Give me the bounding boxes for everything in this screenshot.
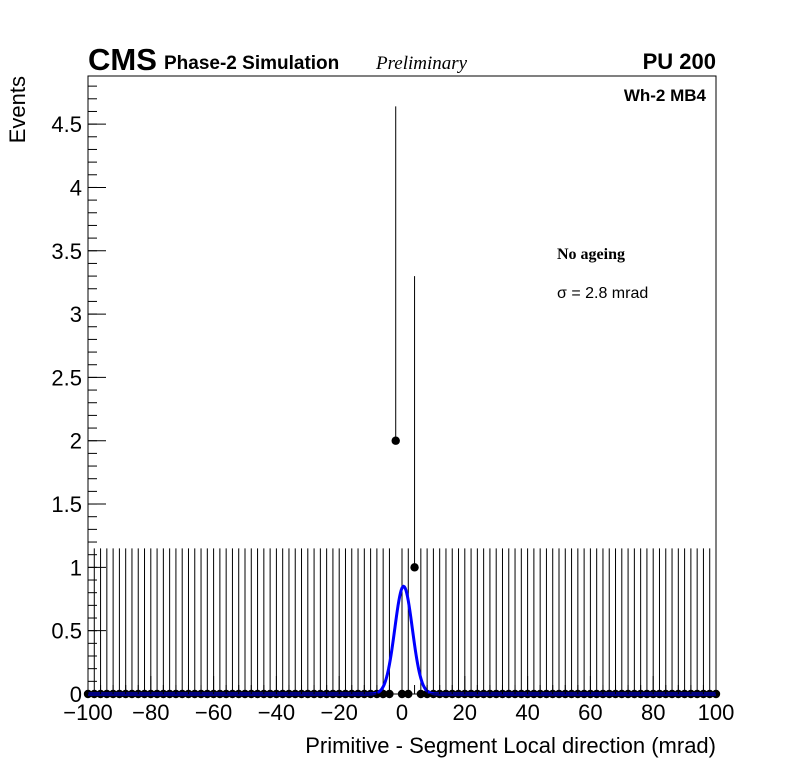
- x-tick-label: −40: [258, 700, 295, 725]
- y-tick-label: 2: [70, 429, 82, 454]
- x-tick-label: 60: [578, 700, 602, 725]
- x-tick-label: 20: [453, 700, 477, 725]
- y-tick-label: 3: [70, 302, 82, 327]
- y-tick-label: 4: [70, 175, 82, 200]
- x-tick-label: −20: [321, 700, 358, 725]
- x-axis-title: Primitive - Segment Local direction (mra…: [305, 733, 716, 758]
- y-axis-title: Events: [5, 76, 30, 143]
- data-point: [391, 436, 400, 445]
- preliminary-label: Preliminary: [375, 53, 468, 74]
- x-tick-label: 80: [641, 700, 665, 725]
- x-tick-label: 40: [515, 700, 539, 725]
- station-label: Wh-2 MB4: [624, 86, 707, 105]
- phase2-label: Phase-2 Simulation: [164, 53, 339, 74]
- x-tick-label: −100: [63, 700, 113, 725]
- x-tick-label: −60: [195, 700, 232, 725]
- y-tick-label: 4.5: [51, 112, 82, 137]
- y-tick-label: 1.5: [51, 492, 82, 517]
- pileup-label: PU 200: [643, 49, 716, 74]
- y-tick-label: 2.5: [51, 365, 82, 390]
- cms-logo: CMS: [88, 42, 157, 77]
- y-tick-label: 0: [70, 682, 82, 707]
- x-tick-label: 0: [396, 700, 408, 725]
- sigma-label: σ = 2.8 mrad: [557, 285, 648, 302]
- ageing-label: No ageing: [557, 246, 625, 263]
- y-tick-label: 0.5: [51, 619, 82, 644]
- x-tick-label: −80: [132, 700, 169, 725]
- y-tick-label: 1: [70, 555, 82, 580]
- y-tick-label: 3.5: [51, 239, 82, 264]
- x-tick-label: 100: [698, 700, 735, 725]
- data-point: [410, 563, 419, 572]
